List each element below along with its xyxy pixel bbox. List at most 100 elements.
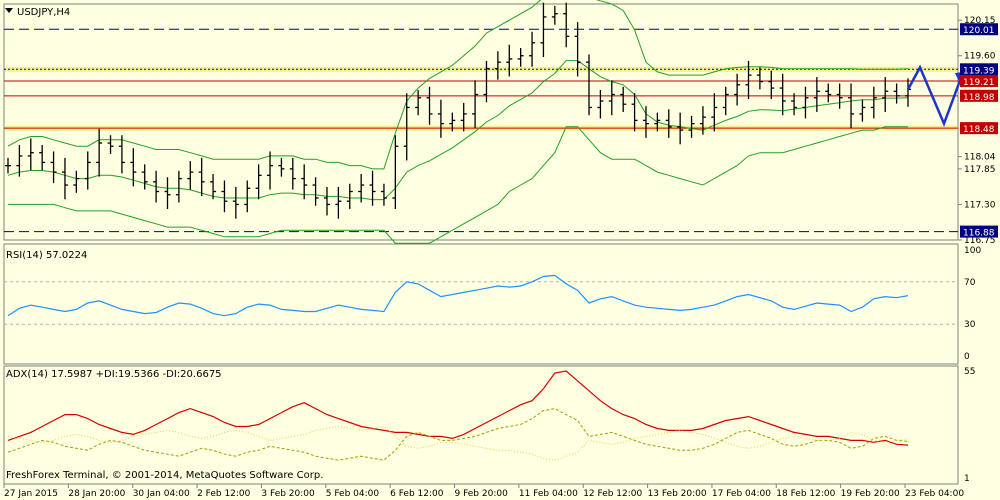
level-label-bg-118.48	[960, 122, 998, 135]
price-bar-42	[483, 60, 490, 103]
price-bar-58	[665, 109, 672, 138]
price-bar-60	[688, 115, 695, 138]
level-label-119.21: 119.21	[960, 74, 998, 88]
price-bar-6	[73, 170, 80, 193]
level-label-bg-119.21	[960, 74, 998, 87]
price-bar-35	[403, 93, 410, 161]
price-bar-8	[96, 128, 103, 177]
price-bar-79	[905, 78, 911, 107]
price-bar-74	[848, 83, 855, 129]
price-bar-3	[39, 144, 46, 171]
level-label-text-116.88: 116.88	[963, 229, 995, 239]
time-tick-label-9: 12 Feb 12:00	[583, 489, 642, 499]
price-bar-21	[244, 180, 251, 213]
price-bar-15	[175, 170, 182, 203]
level-label-text-120.01: 120.01	[963, 26, 995, 36]
panel-frame-2	[3, 365, 959, 485]
price-panel: 120.15 119.60 118.04 117.85 117.30 116.75 120.…	[4, 0, 998, 246]
price-bar-45	[517, 47, 524, 67]
price-bar-49	[563, 2, 570, 48]
price-tick-label-4: 117.30	[964, 200, 996, 210]
price-bar-43	[494, 51, 501, 80]
price-bar-14	[164, 177, 171, 209]
time-tick-label-13: 19 Feb 20:00	[841, 489, 900, 499]
price-bar-37	[426, 86, 433, 125]
price-bar-54	[620, 86, 627, 112]
price-bar-33	[380, 183, 387, 206]
bollinger-middle-line	[7, 60, 909, 201]
price-bar-72	[825, 83, 832, 103]
price-bar-7	[84, 151, 91, 190]
price-bar-76	[870, 86, 877, 119]
collapse-arrow-icon[interactable]	[5, 8, 13, 13]
price-bar-41	[472, 80, 479, 129]
price-bar-13	[153, 170, 160, 203]
price-bar-57	[654, 112, 661, 132]
price-bar-9	[107, 135, 114, 155]
time-tick-label-4: 3 Feb 20:00	[261, 489, 315, 499]
price-bar-19	[221, 180, 228, 213]
time-tick-label-6: 6 Feb 12:00	[390, 489, 444, 499]
price-bar-1	[16, 144, 23, 177]
price-bar-17	[198, 157, 205, 197]
price-bar-63	[722, 86, 729, 116]
bollinger-upper-line	[7, 0, 909, 170]
level-label-text-119.21: 119.21	[963, 78, 995, 88]
time-axis: 27 Jan 2015 28 Jan 20:00 30 Jan 04:00 2 Feb…	[3, 484, 964, 499]
price-bar-28	[323, 186, 330, 216]
price-bar-27	[312, 177, 319, 206]
price-bar-38	[437, 99, 444, 138]
adx-series-ADX	[7, 370, 909, 446]
bollinger-lower-line	[8, 126, 908, 244]
time-tick-label-5: 5 Feb 04:00	[326, 489, 380, 499]
price-bar-50	[574, 22, 581, 77]
price-tick-label-3: 117.85	[964, 165, 996, 175]
price-bar-31	[358, 174, 365, 203]
price-bar-65	[745, 60, 752, 100]
level-label-text-119.39: 119.39	[963, 66, 995, 76]
price-bar-40	[460, 102, 467, 132]
price-bar-78	[893, 83, 900, 104]
price-bar-46	[529, 31, 536, 67]
price-tick-label-1: 119.60	[964, 52, 996, 62]
price-bar-70	[802, 86, 809, 119]
panel-frames	[3, 3, 959, 485]
level-label-text-118.48: 118.48	[963, 125, 995, 135]
price-tick-label-2: 118.04	[964, 153, 996, 163]
price-bar-32	[369, 170, 376, 206]
level-label-bg-119.39	[960, 63, 998, 76]
adx-title: ADX(14) 17.5987 +DI:19.5366 -DI:20.6675	[6, 369, 222, 380]
rsi-panel: 100 70 30 0	[4, 246, 981, 362]
rsi-title: RSI(14) 57.0224	[6, 250, 87, 261]
price-bar-48	[551, 5, 558, 25]
price-bar-30	[346, 183, 353, 209]
price-bar-73	[836, 83, 843, 109]
price-bar-18	[210, 174, 217, 200]
price-bar-68	[779, 73, 786, 116]
price-bar-36	[415, 89, 422, 116]
time-tick-label-2: 30 Jan 04:00	[133, 489, 190, 499]
time-tick-label-0: 27 Jan 2015	[4, 489, 58, 499]
rsi-tick-label-3: 0	[964, 352, 970, 362]
price-bar-24	[278, 157, 285, 177]
price-bar-0	[5, 157, 11, 174]
time-tick-label-8: 11 Feb 04:00	[519, 489, 578, 499]
price-bar-55	[631, 93, 638, 132]
price-bar-29	[335, 186, 342, 219]
price-bar-23	[267, 151, 274, 190]
price-bar-47	[540, 2, 547, 58]
copyright-text: FreshForex Terminal, © 2001-2014, MetaQu…	[6, 470, 323, 481]
price-bar-25	[289, 157, 296, 190]
price-bar-75	[859, 99, 866, 122]
adx-series-minusDI	[7, 425, 909, 461]
price-bar-39	[449, 112, 456, 132]
price-bar-69	[791, 93, 798, 116]
level-label-116.88: 116.88	[960, 225, 998, 239]
price-bar-67	[768, 70, 775, 100]
rsi-tick-label-2: 30	[964, 320, 976, 330]
price-bar-16	[187, 161, 194, 190]
price-bar-53	[608, 80, 615, 116]
symbol-title: USDJPY,H4	[17, 7, 70, 18]
price-tick-label-5: 116.75	[964, 236, 996, 246]
